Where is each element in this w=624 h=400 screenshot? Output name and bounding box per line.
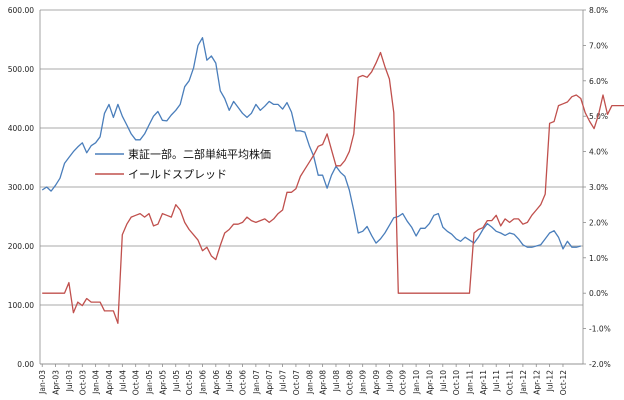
y-right-tick-label: 8.0% xyxy=(589,6,608,15)
axes: 0.00 100.00 200.00 300.00 400.00 500.00 600.00… xyxy=(8,6,611,395)
x-tick-label: Jul-05 xyxy=(172,370,181,393)
x-tick-label: Jan-12 xyxy=(519,370,528,395)
x-tick-label: Apr-08 xyxy=(319,370,328,395)
y-right-tick-label: -2.0% xyxy=(589,360,611,369)
legend-label-series-1: 東証一部。二部単純平均株価 xyxy=(128,147,271,161)
x-tick-label: Oct-09 xyxy=(399,370,408,395)
x-tick-label: Apr-05 xyxy=(158,370,167,395)
y-right-tick-label: 2.0% xyxy=(589,218,608,227)
x-tick-label: Apr-10 xyxy=(425,370,434,395)
y-right-tick-label: 7.0% xyxy=(589,41,608,50)
y-left-tick-label: 300.00 xyxy=(8,183,34,192)
x-tick-label: Oct-06 xyxy=(239,370,248,395)
y-left-tick-label: 100.00 xyxy=(8,301,34,310)
x-tick-label: Jul-09 xyxy=(385,370,394,393)
x-tick-label: Jul-08 xyxy=(332,370,341,393)
series-line-2 xyxy=(42,51,624,324)
gridlines xyxy=(40,9,583,365)
x-tick-label: Jan-08 xyxy=(305,370,314,395)
legend-label-series-2: イールドスプレッド xyxy=(128,168,227,181)
legend: 東証一部。二部単純平均株価 イールドスプレッド xyxy=(95,147,271,181)
y-right-tick-label: -1.0% xyxy=(589,325,611,334)
x-tick-label: Apr-09 xyxy=(372,370,381,395)
x-tick-label: Jan-10 xyxy=(412,370,421,395)
x-tick-label: Jul-06 xyxy=(225,370,234,393)
x-tick-label: Jan-11 xyxy=(466,370,475,395)
x-tick-label: Jan-07 xyxy=(252,370,261,395)
x-tick-label: Jul-10 xyxy=(439,370,448,393)
x-tick-label: Jul-03 xyxy=(65,370,74,393)
y-left-tick-label: 400.00 xyxy=(8,124,34,133)
y-right-tick-label: 3.0% xyxy=(589,183,608,192)
x-tick-label: Jul-12 xyxy=(546,370,555,393)
y-left-tick-label: 0.00 xyxy=(17,360,34,369)
x-tick-label: Oct-04 xyxy=(132,370,141,395)
x-tick-label: Apr-03 xyxy=(52,370,61,395)
series-lines xyxy=(41,37,624,324)
y-right-tick-label: 4.0% xyxy=(589,148,608,157)
x-tick-label: Jan-09 xyxy=(359,370,368,395)
x-tick-label: Apr-11 xyxy=(479,370,488,395)
x-tick-label: Jul-04 xyxy=(118,370,127,393)
x-tick-label: Jan-04 xyxy=(92,370,101,395)
x-tick-label: Apr-07 xyxy=(265,370,274,395)
x-tick-label: Oct-03 xyxy=(78,370,87,395)
y-right-tick-label: 1.0% xyxy=(589,254,608,263)
y-left-tick-label: 600.00 xyxy=(8,6,34,15)
x-tick-label: Oct-11 xyxy=(506,370,515,395)
x-tick-label: Jan-03 xyxy=(38,370,47,395)
x-tick-label: Jan-06 xyxy=(198,370,207,395)
x-tick-label: Jan-05 xyxy=(145,370,154,395)
y-right-tick-label: 6.0% xyxy=(589,77,608,86)
x-tick-label: Oct-08 xyxy=(345,370,354,395)
x-tick-label: Oct-07 xyxy=(292,370,301,395)
y-left-tick-label: 500.00 xyxy=(8,65,34,74)
series-line-1 xyxy=(41,37,581,250)
y-right-tick-label: 0.0% xyxy=(589,289,608,298)
x-tick-label: Apr-06 xyxy=(212,370,221,395)
x-tick-label: Oct-12 xyxy=(559,370,568,395)
y-left-tick-label: 200.00 xyxy=(8,242,34,251)
x-tick-label: Jul-07 xyxy=(279,370,288,393)
x-tick-label: Oct-10 xyxy=(452,370,461,395)
x-tick-label: Oct-05 xyxy=(185,370,194,395)
x-tick-label: Apr-12 xyxy=(532,370,541,395)
x-tick-label: Jul-11 xyxy=(492,370,501,393)
x-tick-label: Apr-04 xyxy=(105,370,114,395)
